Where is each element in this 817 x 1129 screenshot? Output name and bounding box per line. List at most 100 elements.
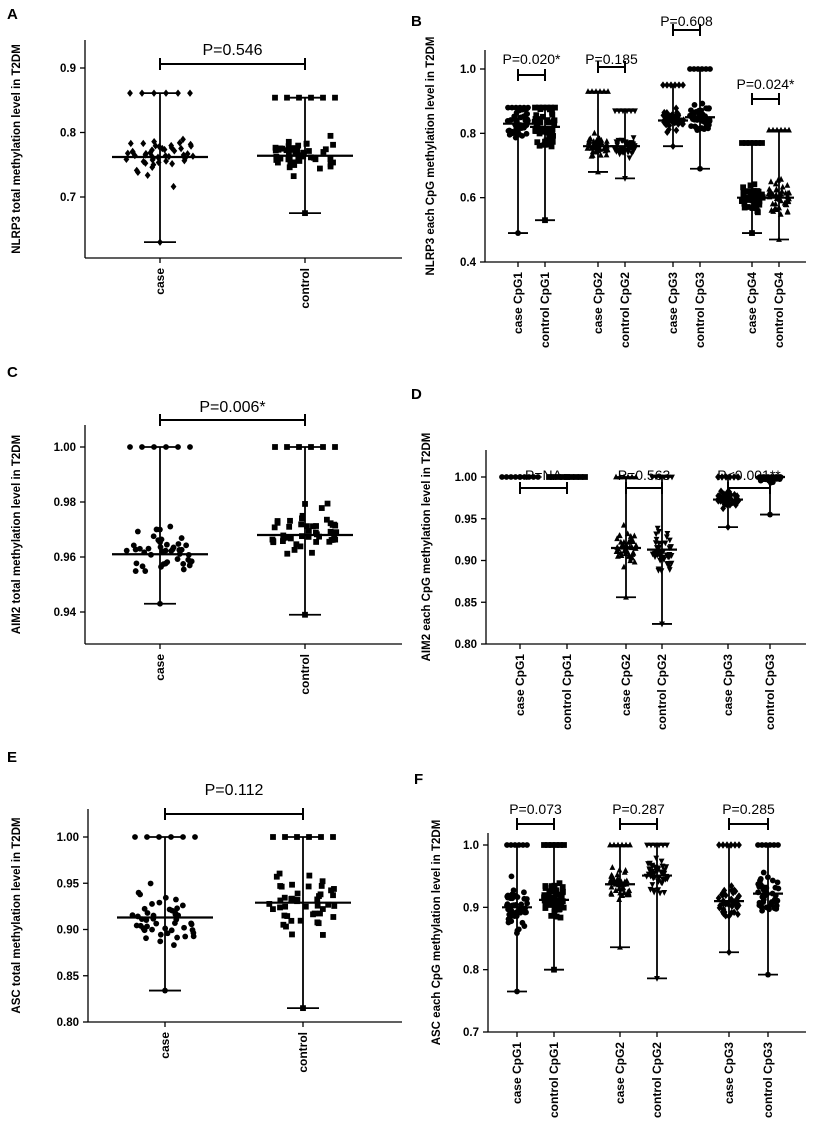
data-point — [521, 923, 528, 929]
data-point — [281, 894, 288, 901]
x-tick-label: case CpG2 — [613, 1042, 627, 1104]
group-case-cpg1: case CpG1 — [499, 474, 541, 716]
data-point — [729, 498, 736, 507]
y-axis-title: AIM2 total methylation level in T2DM — [11, 435, 23, 634]
p-value-label: P=0.287 — [612, 801, 665, 817]
y-tick-label: 0.85 — [57, 971, 80, 983]
data-point — [296, 158, 303, 164]
data-point — [276, 870, 283, 877]
x-tick-label: case CpG1 — [511, 272, 525, 334]
data-point — [287, 517, 293, 524]
data-point — [759, 191, 765, 198]
data-point — [306, 148, 312, 154]
data-point — [319, 932, 326, 938]
data-point — [740, 184, 747, 191]
data-point — [302, 903, 309, 910]
data-point — [180, 135, 186, 144]
data-point — [654, 545, 660, 551]
data-point — [327, 163, 334, 170]
y-tick-label: 0.96 — [54, 552, 76, 564]
data-point — [134, 528, 141, 535]
data-point — [532, 116, 539, 122]
data-point — [747, 182, 754, 189]
data-point — [139, 89, 145, 97]
data-point — [331, 886, 337, 892]
group-control: control — [257, 94, 353, 309]
data-point — [722, 912, 729, 920]
data-point — [539, 126, 546, 133]
data-point — [170, 182, 177, 191]
data-point — [163, 541, 170, 548]
data-point — [650, 887, 657, 894]
data-point — [619, 138, 626, 144]
data-point — [754, 209, 761, 216]
panel-letter: E — [7, 749, 17, 766]
data-point — [542, 892, 549, 899]
data-point — [301, 150, 307, 157]
data-point — [649, 868, 656, 875]
y-tick-label: 0.95 — [57, 878, 80, 890]
data-point — [139, 444, 145, 450]
comparison: P=0.073 — [509, 801, 562, 830]
data-point — [277, 897, 284, 904]
data-point — [176, 139, 183, 147]
data-point — [145, 545, 152, 552]
y-tick-label: 0.94 — [54, 607, 77, 619]
data-point — [318, 834, 324, 840]
data-point — [773, 186, 780, 192]
data-point — [621, 889, 628, 896]
data-point — [278, 883, 285, 890]
x-tick-label: case — [158, 1032, 172, 1059]
data-point — [314, 902, 321, 909]
data-point — [553, 892, 559, 898]
data-point — [298, 521, 305, 528]
data-point — [542, 900, 549, 907]
data-point — [187, 140, 194, 149]
data-point — [587, 135, 594, 142]
data-point — [755, 192, 762, 198]
data-point — [778, 188, 785, 194]
data-point — [760, 869, 767, 876]
x-tick-label: control CpG4 — [772, 272, 786, 348]
data-point — [626, 887, 633, 894]
data-point — [499, 474, 505, 480]
data-point — [631, 532, 638, 539]
data-point — [588, 152, 595, 159]
data-point — [287, 160, 294, 167]
y-tick-label: 1.0 — [463, 840, 479, 852]
y-tick-label: 1.00 — [57, 832, 79, 844]
group-case-cpg3: case CpG3 — [713, 473, 743, 716]
comparison: P=0.020* — [503, 51, 561, 81]
data-point — [312, 529, 319, 536]
x-tick-label: case — [153, 268, 167, 295]
data-point — [283, 534, 290, 541]
data-point — [288, 146, 295, 153]
data-point — [168, 927, 175, 934]
data-point — [272, 444, 278, 450]
data-point — [553, 913, 560, 920]
y-tick-label: 1.0 — [460, 64, 476, 76]
data-point — [597, 151, 604, 158]
data-point — [171, 147, 178, 155]
data-point — [630, 549, 637, 556]
data-point — [161, 145, 168, 154]
data-point — [557, 914, 564, 921]
data-point — [297, 917, 304, 924]
y-tick-label: 0.85 — [455, 597, 478, 609]
data-point — [309, 549, 315, 556]
data-point — [320, 444, 326, 450]
data-point — [505, 916, 512, 923]
data-point — [716, 492, 723, 501]
data-point — [661, 889, 668, 896]
data-point — [753, 205, 760, 212]
data-point — [157, 931, 164, 938]
data-point — [127, 139, 134, 148]
group-case-cpg3: case CpG3 — [658, 81, 688, 334]
data-point — [721, 490, 727, 498]
data-point — [310, 523, 316, 530]
data-point — [769, 200, 776, 207]
y-axis-title: NLRP3 each CpG methylation level in T2DM — [425, 37, 437, 276]
data-point — [290, 173, 297, 180]
data-point — [313, 523, 319, 529]
data-point — [523, 909, 529, 916]
